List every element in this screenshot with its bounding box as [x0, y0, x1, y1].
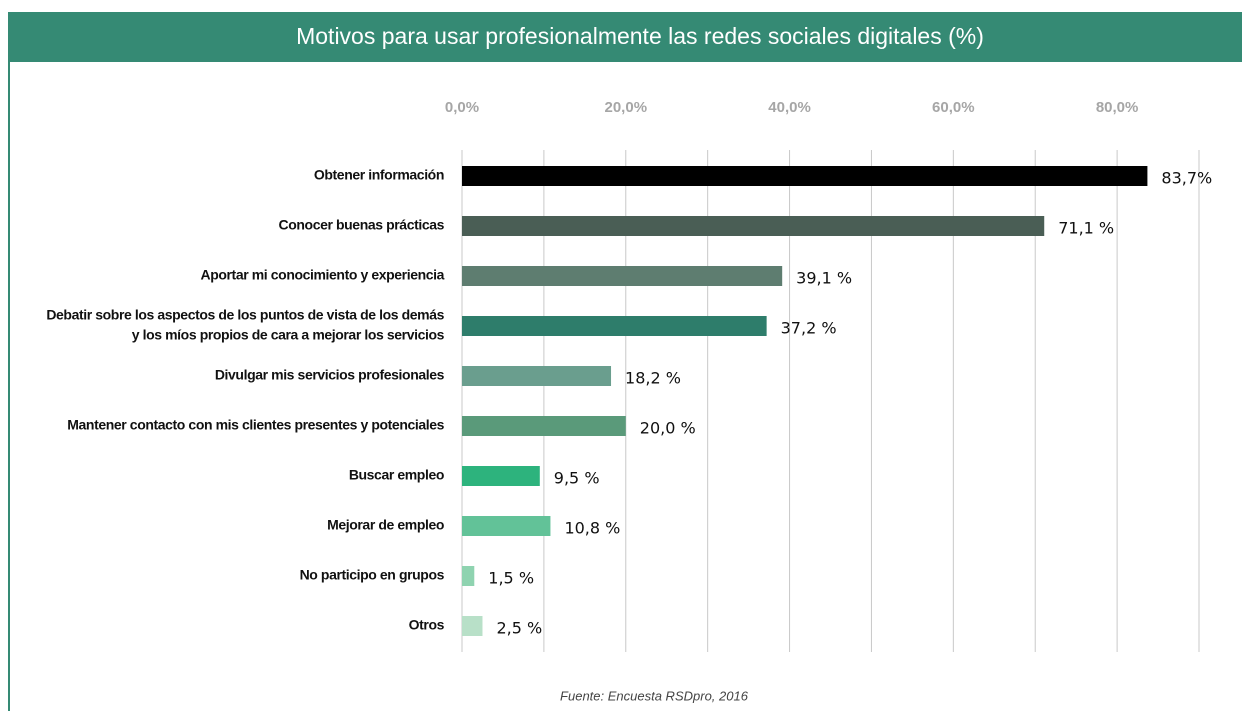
bar	[462, 416, 626, 436]
value-label: 2,5 %	[496, 619, 542, 638]
y-tick-label: Otros	[409, 617, 445, 633]
y-tick-label: Buscar empleo	[349, 467, 444, 483]
value-label: 18,2 %	[625, 369, 681, 388]
value-label: 9,5 %	[554, 469, 600, 488]
x-tick-label: 0,0%	[445, 99, 479, 116]
bar	[462, 266, 783, 286]
y-tick-label: No participo en grupos	[300, 567, 445, 583]
source: Fuente: Encuesta RSDpro, 2016	[560, 688, 749, 703]
y-tick-label: Obtener información	[314, 167, 444, 183]
value-label: 10,8 %	[564, 519, 620, 538]
y-tick-label: y los míos propios de cara a mejorar los…	[132, 327, 445, 343]
bar	[462, 316, 767, 336]
chart-title: Motivos para usar profesionalmente las r…	[296, 23, 984, 49]
y-tick-label: Conocer buenas prácticas	[279, 217, 445, 233]
value-label: 71,1 %	[1058, 219, 1114, 238]
value-label: 39,1 %	[796, 269, 852, 288]
bar	[462, 466, 540, 486]
bar	[462, 616, 483, 636]
bar	[462, 566, 475, 586]
y-tick-label: Aportar mi conocimiento y experiencia	[201, 267, 445, 283]
value-label: 1,5 %	[488, 569, 534, 588]
x-tick-label: 80,0%	[1096, 99, 1139, 116]
value-label: 83,7%	[1161, 169, 1212, 188]
y-tick-label: Mantener contacto con mis clientes prese…	[67, 417, 444, 433]
value-label: 20,0 %	[640, 419, 696, 438]
x-tick-label: 60,0%	[932, 99, 975, 116]
bar	[462, 166, 1148, 186]
y-tick-label: Debatir sobre los aspectos de los puntos…	[46, 307, 444, 323]
y-tick-label: Divulgar mis servicios profesionales	[215, 367, 445, 383]
title-bar	[8, 12, 1242, 62]
x-tick-label: 20,0%	[605, 99, 648, 116]
bar	[462, 216, 1045, 236]
bar	[462, 516, 551, 536]
bar	[462, 366, 612, 386]
x-tick-label: 40,0%	[768, 99, 811, 116]
value-label: 37,2 %	[781, 319, 837, 338]
y-tick-label: Mejorar de empleo	[327, 517, 444, 533]
